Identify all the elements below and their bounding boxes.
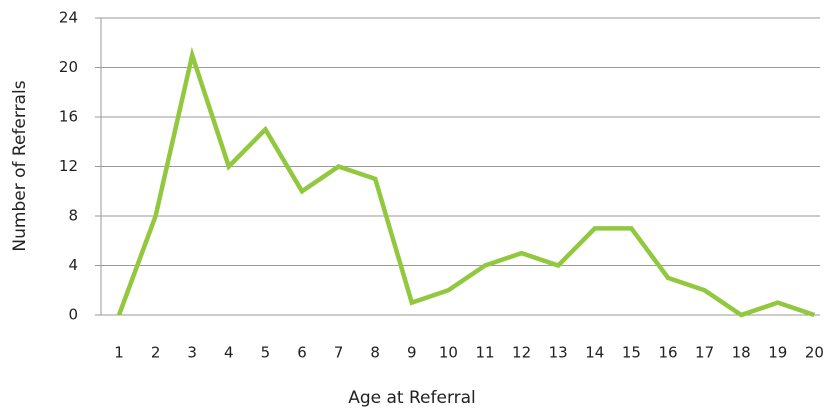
x-tick-label: 18 xyxy=(732,344,751,362)
x-tick-label: 14 xyxy=(585,344,604,362)
y-tick-label: 12 xyxy=(59,157,78,175)
x-tick-label: 6 xyxy=(297,344,307,362)
x-tick-label: 4 xyxy=(224,344,234,362)
y-tick-label: 4 xyxy=(68,256,78,274)
y-tick-label: 8 xyxy=(68,207,78,225)
data-line xyxy=(116,46,816,318)
x-tick-label: 12 xyxy=(512,344,531,362)
x-tick-label: 9 xyxy=(407,344,417,362)
x-tick-label: 10 xyxy=(439,344,458,362)
y-tick-label: 20 xyxy=(59,58,78,76)
x-tick-label: 2 xyxy=(151,344,161,362)
y-tick-label: 16 xyxy=(59,108,78,126)
x-tick-label: 7 xyxy=(334,344,344,362)
x-axis-label: Age at Referral xyxy=(348,388,476,408)
x-tick-label: 19 xyxy=(768,344,787,362)
x-tick-label: 20 xyxy=(805,344,824,362)
x-tick-label: 5 xyxy=(261,344,271,362)
x-tick-label: 17 xyxy=(695,344,714,362)
x-tick-label: 13 xyxy=(549,344,568,362)
x-tick-label: 11 xyxy=(475,344,494,362)
y-axis-label: Number of Referrals xyxy=(10,80,30,251)
x-tick-label: 1 xyxy=(114,344,124,362)
y-tick-label: 0 xyxy=(68,306,78,324)
x-tick-label: 8 xyxy=(370,344,380,362)
x-tick-label: 15 xyxy=(622,344,641,362)
x-tick-label: 16 xyxy=(658,344,677,362)
x-tick-label: 3 xyxy=(187,344,197,362)
y-tick-label: 24 xyxy=(59,9,78,27)
